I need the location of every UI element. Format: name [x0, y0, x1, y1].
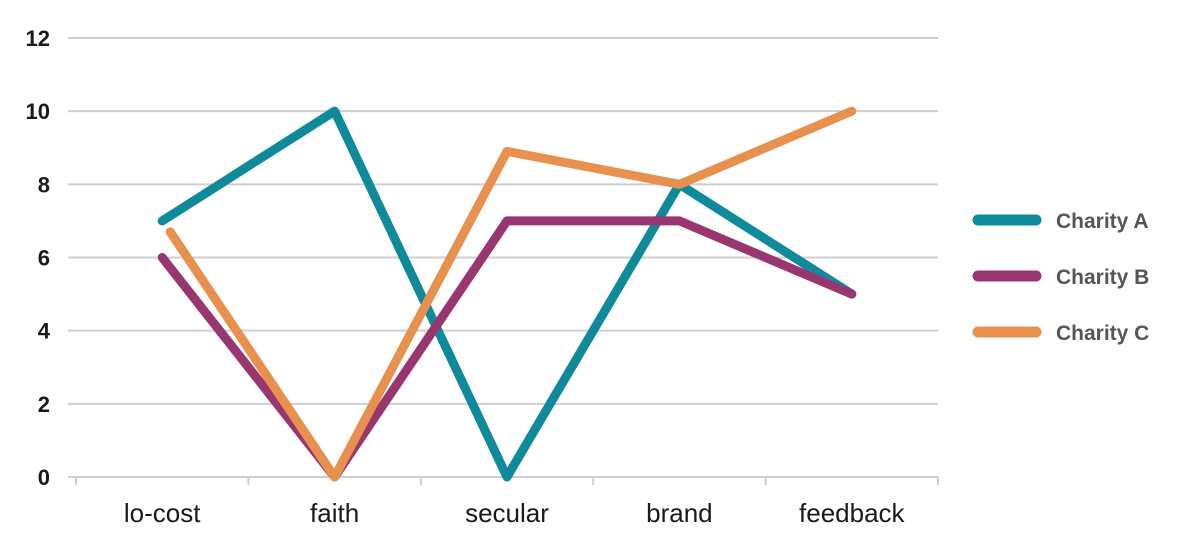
- y-tick-label: 6: [38, 246, 50, 271]
- legend-label: Charity C: [1056, 322, 1149, 345]
- x-tick-label: brand: [646, 498, 713, 528]
- y-tick-label: 2: [38, 392, 50, 417]
- series-line-charity-a: [157, 106, 857, 482]
- x-tick-label: feedback: [799, 498, 906, 528]
- legend: Charity A Charity B Charity C: [972, 210, 1149, 345]
- y-tick-label: 0: [38, 465, 50, 490]
- legend-label: Charity A: [1056, 210, 1149, 233]
- x-tick-label: faith: [310, 498, 359, 528]
- y-tick-label: 4: [38, 319, 51, 344]
- series-line-charity-c: [165, 106, 857, 482]
- x-tick-label: secular: [465, 498, 549, 528]
- x-tick-label: lo-cost: [124, 498, 201, 528]
- legend-label: Charity B: [1056, 266, 1149, 289]
- y-tick-label: 8: [38, 172, 50, 197]
- x-axis-ticks: lo-cost faith secular brand feedback: [124, 498, 906, 528]
- series-line-charity-b: [157, 216, 857, 482]
- y-axis-ticks: 0 2 4 6 8 10 12: [26, 26, 51, 490]
- y-tick-label: 10: [26, 99, 50, 124]
- y-tick-label: 12: [26, 26, 50, 51]
- series-lines: [157, 106, 857, 482]
